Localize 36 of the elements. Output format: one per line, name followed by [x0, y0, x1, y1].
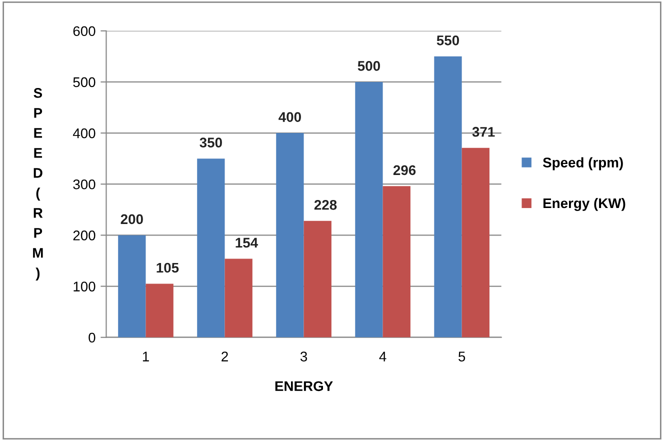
bar	[197, 158, 225, 338]
text: SPEED(RPM)	[33, 88, 43, 281]
legend-label: Speed (rpm)	[542, 157, 623, 170]
legend-label: Energy (KW)	[543, 198, 626, 211]
bar	[462, 148, 490, 338]
bar	[118, 235, 146, 338]
data-label: 350	[200, 138, 222, 148]
x-tick-label: 1	[142, 352, 149, 362]
bar	[382, 186, 410, 338]
y-tick-label: 0	[88, 332, 96, 343]
bar	[146, 284, 174, 338]
x-axis-title: ENERGY	[275, 381, 333, 392]
y-tick-label: 200	[73, 230, 96, 240]
x-tick-label: 2	[222, 352, 228, 362]
bar	[434, 56, 462, 338]
y-tick-label: 400	[72, 128, 96, 138]
x-tick-label: 4	[379, 352, 386, 362]
x-tick-label: 3	[300, 352, 308, 362]
data-label: 105	[156, 262, 179, 273]
y-tick-label: 500	[73, 77, 96, 88]
data-label: 228	[314, 200, 337, 210]
data-label: 550	[436, 36, 460, 46]
x-tick-label: 5	[458, 352, 466, 362]
data-label: 296	[393, 165, 416, 176]
bar	[276, 133, 304, 338]
data-label: 371	[472, 126, 495, 137]
data-label: 400	[278, 112, 301, 122]
y-tick-label: 300	[73, 179, 96, 190]
bar	[304, 220, 332, 338]
data-label: 154	[236, 238, 258, 248]
y-tick-label: 100	[74, 282, 96, 292]
bar	[224, 258, 252, 338]
y-tick-label: 600	[73, 26, 96, 36]
data-label: 500	[358, 61, 380, 71]
data-label: 200	[120, 214, 143, 224]
bar	[355, 82, 383, 338]
